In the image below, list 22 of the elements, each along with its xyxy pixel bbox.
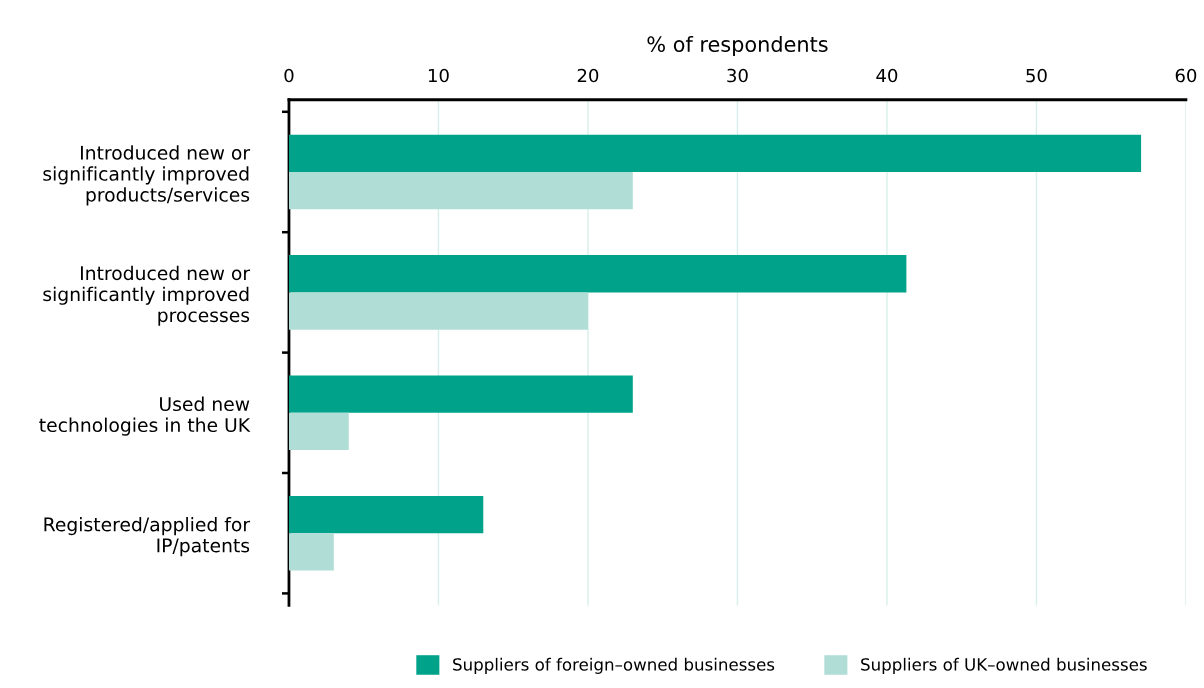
- bar: [288, 533, 334, 571]
- x-tick-label: 50: [1026, 68, 1047, 83]
- x-tick-label: 30: [727, 68, 748, 83]
- bar: [288, 375, 633, 413]
- y-tick-label: Registered/applied for IP/patents: [44, 517, 251, 557]
- bar: [288, 292, 588, 330]
- bar: [288, 255, 907, 293]
- x-axis-title: % of respondents: [647, 35, 828, 57]
- bar: [288, 172, 633, 210]
- x-tick-label: 40: [876, 68, 898, 83]
- y-tick-label: Introduced new or significantly improved products/services: [43, 145, 251, 206]
- legend-label: Suppliers of foreign–owned businesses: [453, 657, 775, 674]
- bar: [288, 495, 484, 534]
- x-tick-label: 0: [284, 68, 294, 83]
- x-tick-label: 20: [577, 68, 599, 83]
- legend-label: Suppliers of UK–owned businesses: [861, 657, 1147, 674]
- y-tick-label: Used new technologies in the UK: [39, 396, 251, 436]
- x-tick-label: 60: [1175, 68, 1197, 83]
- y-tick-label: Introduced new or significantly improved processes: [43, 265, 251, 326]
- bar: [288, 412, 349, 451]
- x-tick-label: 10: [428, 68, 449, 83]
- bar: [288, 134, 1142, 172]
